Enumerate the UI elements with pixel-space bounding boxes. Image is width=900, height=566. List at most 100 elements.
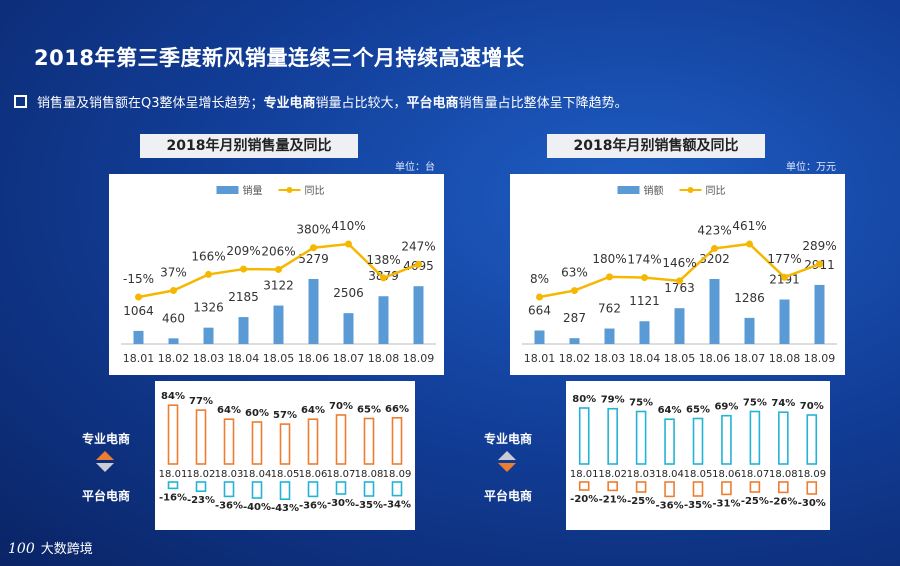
x-tick-label: 18.07 (333, 352, 365, 365)
x-tick-label: 18.01 (570, 469, 599, 480)
yoy-point (310, 244, 317, 252)
subtitle-part1: 销售量及销售额在Q3整体呈增长趋势； (37, 96, 264, 111)
platform-share-bar (806, 481, 818, 495)
platform-share-bar (578, 481, 590, 491)
left-pro-label: 专业电商 (82, 432, 131, 446)
amount-bar (534, 330, 545, 344)
platform-share-bar (307, 481, 319, 498)
x-tick-label: 18.03 (193, 352, 225, 365)
pro-share-label: 75% (629, 398, 653, 409)
x-tick-label: 18.06 (699, 352, 731, 365)
pro-share-label: 84% (161, 391, 185, 402)
pro-share-bar (363, 417, 375, 465)
yoy-point (816, 260, 823, 268)
x-tick-label: 18.06 (299, 469, 328, 480)
yoy-value-label: 461% (732, 219, 766, 233)
yoy-point (345, 240, 352, 248)
legend-bar-swatch (216, 186, 239, 194)
x-tick-label: 18.02 (598, 469, 627, 480)
legend-line-marker (687, 187, 694, 193)
yoy-value-label: 146% (662, 256, 696, 270)
x-tick-label: 18.08 (769, 352, 801, 365)
pro-share-bar (167, 404, 179, 465)
amount-bar (604, 328, 615, 344)
yoy-point (571, 287, 578, 295)
x-tick-label: 18.07 (327, 469, 356, 480)
right-panel-header: 2018年月别销售额及同比 (547, 134, 765, 158)
platform-share-bar (223, 481, 235, 498)
yoy-value-label: 410% (331, 219, 365, 233)
platform-share-bar (721, 481, 732, 496)
subtitle: 销售量及销售额在Q3整体呈增长趋势；专业电商销量占比较大，平台电商销售量占比整体… (14, 92, 628, 111)
pro-share-bar (251, 421, 263, 465)
volume-bar (378, 296, 389, 344)
amount-value-label: 1121 (629, 294, 660, 308)
yoy-value-label: 174% (627, 253, 661, 267)
down-arrow-icon (498, 463, 516, 472)
platform-share-label: -23% (187, 495, 215, 506)
pro-share-bar (778, 411, 789, 465)
volume-value-label: 1326 (193, 301, 224, 315)
x-tick-label: 18.08 (769, 469, 798, 480)
amount-bar (639, 321, 650, 344)
left-platform-label: 平台电商 (82, 489, 131, 503)
yoy-point (676, 277, 683, 285)
pro-share-bar (607, 407, 618, 465)
yoy-point (641, 274, 648, 282)
x-tick-label: 18.03 (594, 352, 626, 365)
platform-share-bar (251, 481, 263, 499)
x-tick-label: 18.06 (712, 469, 741, 480)
platform-share-label: -35% (684, 500, 712, 511)
x-tick-label: 18.03 (627, 469, 656, 480)
pro-share-label: 79% (601, 395, 625, 406)
pro-share-bar (635, 410, 647, 465)
x-tick-label: 18.02 (187, 469, 216, 480)
volume-value-label: 2506 (333, 286, 364, 300)
platform-share-bar (749, 481, 761, 493)
logo-text: 大数跨境 (40, 542, 93, 557)
subtitle-bold2: 平台电商 (406, 96, 459, 111)
yoy-value-label: 180% (592, 252, 626, 266)
pro-share-bar (721, 414, 732, 465)
x-tick-label: 18.05 (664, 352, 696, 365)
yoy-value-label: 423% (697, 223, 731, 237)
legend-line-label: 同比 (706, 185, 726, 197)
platform-share-label: -30% (798, 498, 826, 509)
pro-share-label: 80% (572, 394, 596, 405)
volume-bar (133, 330, 144, 344)
yoy-point (170, 287, 177, 295)
amount-bar (814, 284, 825, 344)
pro-share-bar (749, 410, 761, 465)
yoy-value-label: 37% (160, 266, 187, 280)
platform-share-label: -34% (383, 500, 411, 511)
platform-share-bar (363, 481, 375, 497)
yoy-value-label: 247% (401, 239, 435, 253)
platform-share-bar (635, 481, 647, 493)
sales-amount-chart: 销额 同比 664 18.01 287 18.02 762 18.03 1121 18.04 176… (510, 174, 845, 375)
sales-volume-svg: 销量 同比 1064 18.01 460 18.02 1326 18.03 2185 18.04 3… (121, 184, 436, 365)
pro-share-bar (223, 418, 235, 465)
volume-bar (413, 286, 424, 344)
x-tick-label: 18.01 (159, 469, 188, 480)
platform-share-bar (778, 481, 789, 494)
legend-bar-swatch (617, 186, 640, 194)
x-tick-label: 18.08 (355, 469, 384, 480)
yoy-value-label: -15% (123, 272, 154, 286)
yoy-value-label: 166% (191, 249, 225, 263)
yoy-value-label: 209% (226, 244, 260, 258)
x-tick-label: 18.07 (734, 352, 766, 365)
pro-share-label: 65% (357, 405, 381, 416)
yoy-point (240, 265, 247, 273)
pro-share-label: 64% (217, 405, 241, 416)
page-title: 2018年第三季度新风销量连续三个月持续高速增长 (34, 46, 525, 70)
yoy-value-label: 380% (296, 223, 330, 237)
amount-bar (674, 308, 685, 344)
platform-share-bar (335, 481, 347, 495)
platform-share-label: -25% (741, 496, 769, 507)
platform-share-label: -20% (570, 494, 598, 505)
pro-share-label: 70% (329, 401, 353, 412)
pro-share-label: 64% (301, 405, 325, 416)
platform-share-bar (664, 481, 675, 498)
pro-share-bar (307, 418, 319, 465)
up-arrow-icon (498, 451, 516, 460)
